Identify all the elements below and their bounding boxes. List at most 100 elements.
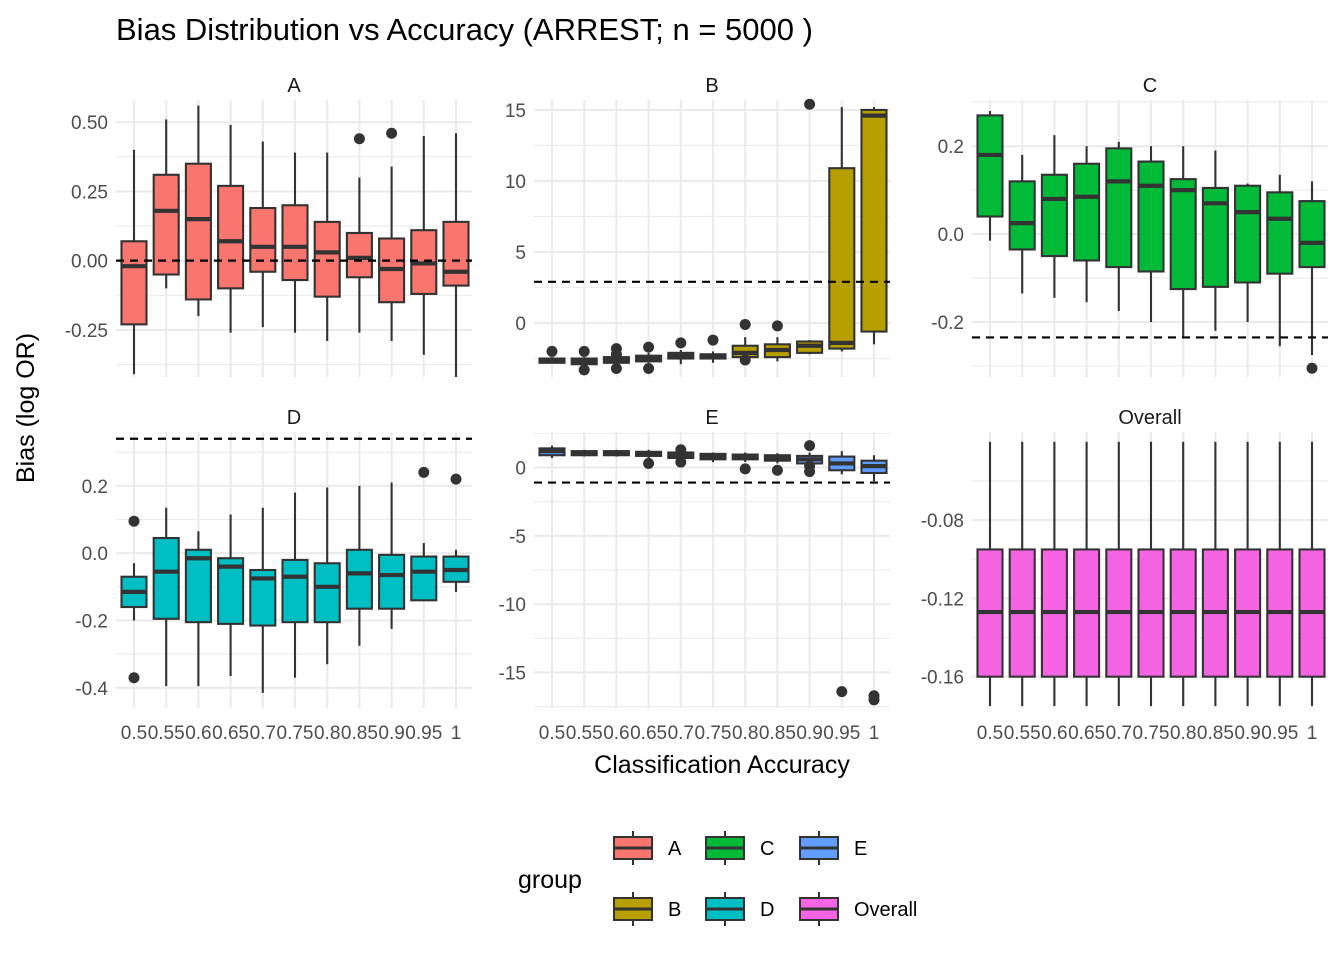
x-tick-label: 0.95 xyxy=(823,723,860,744)
box-b-0.85 xyxy=(763,320,791,362)
outlier-point xyxy=(836,686,848,698)
box-d-0.6 xyxy=(184,531,212,687)
x-tick-label: 0.75 xyxy=(1133,723,1170,744)
box-body xyxy=(217,184,245,290)
outlier-point xyxy=(675,337,687,349)
x-tick-label: 0.65 xyxy=(212,723,249,744)
outlier-point xyxy=(643,457,655,469)
x-tick-label: 0.8 xyxy=(314,723,340,744)
y-tick-label: 5 xyxy=(515,243,526,264)
legend-label: Overall xyxy=(854,899,917,921)
box-b-0.9 xyxy=(796,98,824,355)
y-tick-label: -5 xyxy=(509,527,526,548)
box-e-1 xyxy=(860,455,888,706)
box-c-0.9 xyxy=(1234,183,1262,323)
box-body xyxy=(1169,178,1197,291)
x-tick-label: 0.55 xyxy=(148,723,185,744)
box-e-0.55 xyxy=(570,449,598,457)
box-a-0.65 xyxy=(217,124,245,333)
panel-strip-label: C xyxy=(1143,75,1157,97)
box-a-0.75 xyxy=(281,152,309,333)
y-tick-label: 0.0 xyxy=(82,544,108,565)
box-a-0.95 xyxy=(410,136,438,355)
y-tick-label: 15 xyxy=(505,101,526,122)
outlier-point xyxy=(739,318,751,330)
box-overall-0.55 xyxy=(1008,441,1036,707)
box-c-0.55 xyxy=(1008,154,1036,294)
panel-strip-label: E xyxy=(705,407,718,429)
box-c-1 xyxy=(1298,181,1326,374)
box-d-0.75 xyxy=(281,492,309,678)
y-tick-label: 0.00 xyxy=(71,252,108,273)
box-e-0.9 xyxy=(796,440,824,478)
legend-item-a: A xyxy=(613,831,682,865)
box-c-0.8 xyxy=(1169,146,1197,338)
outlier-point xyxy=(1306,362,1318,374)
y-tick-label: 0.50 xyxy=(71,113,108,134)
box-c-0.65 xyxy=(1073,146,1101,303)
box-a-0.55 xyxy=(152,119,180,289)
x-tick-label: 0.8 xyxy=(732,723,758,744)
y-tick-label: -0.2 xyxy=(75,611,108,632)
legend-label: B xyxy=(668,899,681,921)
box-e-0.95 xyxy=(828,451,856,698)
x-tick-label: 0.6 xyxy=(603,723,629,744)
box-body xyxy=(345,548,373,610)
box-body xyxy=(828,167,856,350)
y-tick-label: -10 xyxy=(499,595,526,616)
box-e-0.8 xyxy=(731,452,759,475)
y-tick-label: -15 xyxy=(499,663,526,684)
box-d-0.65 xyxy=(217,514,245,677)
box-body xyxy=(378,553,406,610)
x-tick-label: 0.5 xyxy=(539,723,565,744)
x-tick-label: 0.5 xyxy=(977,723,1003,744)
outlier-point xyxy=(450,473,462,485)
x-tick-label: 0.75 xyxy=(277,723,314,744)
x-tick-label: 0.6 xyxy=(1041,723,1067,744)
panel-a: A -0.25 0.00 0.25 0.50 xyxy=(65,75,472,377)
box-d-0.8 xyxy=(313,487,341,665)
x-tick-label: 1 xyxy=(451,723,462,744)
x-tick-label: 1 xyxy=(1307,723,1318,744)
legend: group A C E B D Overall xyxy=(518,831,917,926)
y-tick-label: 0.25 xyxy=(71,182,108,203)
legend-item-e: E xyxy=(799,831,867,865)
box-e-0.5 xyxy=(538,445,566,458)
x-tick-label: 0.7 xyxy=(668,723,694,744)
y-tick-label: 0.2 xyxy=(82,477,108,498)
box-body xyxy=(217,557,245,625)
x-tick-label: 0.65 xyxy=(1068,723,1105,744)
outlier-point xyxy=(643,341,655,353)
y-tick-label: -0.16 xyxy=(921,668,964,689)
outlier-point xyxy=(739,463,751,475)
outlier-point xyxy=(418,466,430,478)
outlier-point xyxy=(643,362,655,374)
box-body xyxy=(1137,160,1165,273)
outlier-point xyxy=(804,460,816,472)
box-body xyxy=(1008,180,1036,251)
box-body xyxy=(410,555,438,602)
y-tick-label: 0 xyxy=(515,459,526,480)
facet-panels: A-0.250.000.250.50B051015C-0.20.00.2D-0.… xyxy=(65,75,1328,744)
outlier-point xyxy=(128,672,140,684)
box-e-0.85 xyxy=(763,453,791,476)
box-body xyxy=(184,548,212,624)
box-a-0.7 xyxy=(249,141,277,328)
outlier-point xyxy=(675,456,687,468)
panel-overall: Overall-0.16-0.12-0.080.5 0.55 0.6 0.65 0.7 0… xyxy=(921,407,1328,744)
outlier-point xyxy=(771,464,783,476)
x-tick-label: 0.65 xyxy=(630,723,667,744)
box-body xyxy=(281,558,309,624)
box-a-0.5 xyxy=(120,149,148,375)
x-tick-label: 0.85 xyxy=(341,723,378,744)
panel-e: E-15-10-500.5 0.55 0.6 0.65 0.7 0.75 0.8 0.85 0.… xyxy=(499,407,890,744)
box-body xyxy=(345,231,373,279)
box-body xyxy=(442,220,470,287)
box-overall-0.8 xyxy=(1169,441,1197,707)
outlier-point xyxy=(804,98,816,110)
box-a-0.9 xyxy=(378,127,406,341)
outlier-point xyxy=(675,444,687,456)
box-e-0.65 xyxy=(635,449,663,469)
box-body xyxy=(120,240,148,326)
